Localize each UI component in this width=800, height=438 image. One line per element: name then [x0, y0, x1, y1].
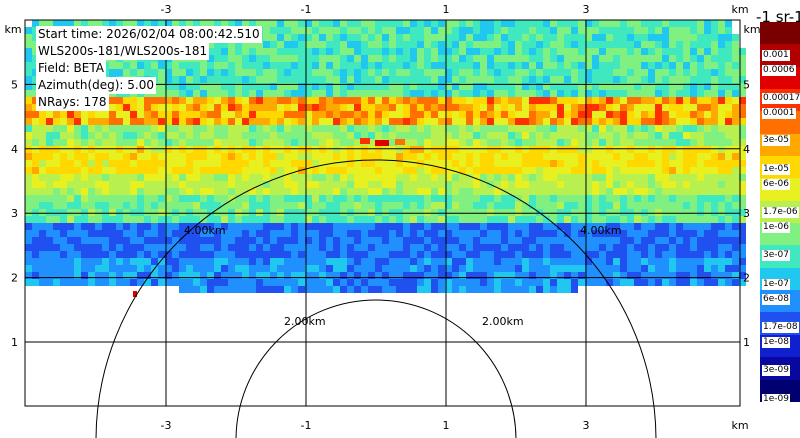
x-tick-label-bottom: 3: [583, 419, 590, 432]
x-tick-label-bottom: -1: [301, 419, 312, 432]
x-tick-label-top: -3: [161, 3, 172, 16]
axis-ticks: -3 -3 -1 -1 1 1 3 3 1 1 2 2 3 3 4 4 5 5 km km km km: [4, 3, 760, 432]
y-tick-label-left: 2: [11, 272, 18, 285]
colorbar-tick-label: 0.001: [762, 50, 790, 61]
scan-info-panel: Start time: 2026/02/04 08:00:42.510 WLS2…: [36, 26, 262, 111]
y-tick-label-left: 3: [11, 207, 18, 220]
plot-frame: [24, 19, 741, 407]
x-tick-label-top: -1: [301, 3, 312, 16]
x-unit-label-bottom: km: [731, 419, 748, 432]
x-tick-label-bottom: -3: [161, 419, 172, 432]
colorbar-tick-label: 6e-08: [762, 294, 790, 305]
y-tick-label-right: 2: [743, 272, 750, 285]
colorbar-segment: [760, 22, 800, 45]
plot-grid: [25, 20, 740, 406]
start-time-label: Start time: 2026/02/04 08:00:42.510: [36, 26, 262, 43]
y-tick-label-right: 1: [743, 336, 750, 349]
azimuth-label: Azimuth(deg): 5.00: [36, 77, 157, 94]
y-unit-label-left: km: [4, 23, 21, 36]
y-unit-label-right: km: [743, 23, 760, 36]
colorbar-title: -1 sr-1: [756, 8, 800, 26]
y-tick-label-left: 5: [11, 78, 18, 91]
colorbar-tick-label: 6e-06: [762, 179, 790, 190]
colorbar-tick-label: 3e-05: [762, 135, 790, 146]
y-tick-label-left: 4: [11, 143, 18, 156]
colorbar-tick-label: 1e-07: [762, 279, 790, 290]
colorbar-tick-label: 1e-06: [762, 222, 790, 233]
colorbar-tick-label: 1e-08: [762, 337, 790, 348]
colorbar-tick-label: 0.00017: [762, 93, 800, 104]
x-unit-label-top: km: [731, 3, 748, 16]
instrument-label: WLS200s-181/WLS200s-181: [36, 43, 210, 60]
x-tick-label-top: 3: [583, 3, 590, 16]
nrays-label: NRays: 178: [36, 94, 109, 111]
x-tick-label-top: 1: [443, 3, 450, 16]
colorbar-tick-label: 0.0001: [762, 108, 796, 119]
colorbar-tick-label: 1e-05: [762, 164, 790, 175]
range-ring-label: 4.00km: [184, 224, 226, 237]
colorbar-tick-label: 3e-07: [762, 250, 790, 261]
range-ring-label: 4.00km: [580, 224, 622, 237]
field-label: Field: BETA: [36, 60, 106, 77]
y-tick-label-left: 1: [11, 336, 18, 349]
y-tick-label-right: 4: [743, 143, 750, 156]
x-tick-label-bottom: 1: [443, 419, 450, 432]
range-ring-label: 2.00km: [284, 315, 326, 328]
range-ring-label: 2.00km: [482, 315, 524, 328]
colorbar-tick-label: 3e-09: [762, 365, 790, 376]
colorbar-tick-label: 1.7e-08: [762, 322, 799, 333]
y-tick-label-right: 5: [743, 78, 750, 91]
range-rings: 2.00km 2.00km 4.00km 4.00km: [95, 159, 657, 438]
colorbar-tick-label: 0.0006: [762, 65, 796, 76]
y-tick-label-right: 3: [743, 207, 750, 220]
colorbar-tick-label: 1e-09: [762, 394, 790, 405]
colorbar-tick-label: 1.7e-06: [762, 207, 799, 218]
